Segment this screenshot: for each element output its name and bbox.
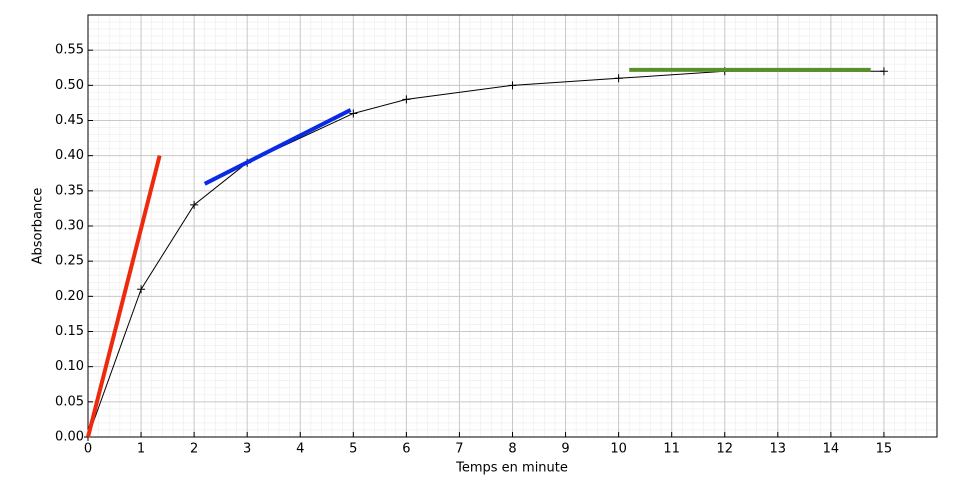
point-marker: [508, 81, 517, 90]
point-marker: [614, 74, 623, 83]
point-marker: [349, 109, 358, 118]
x-tick-label: 9: [561, 442, 569, 457]
x-tick-label: 7: [455, 442, 463, 457]
y-axis-label: Absorbance: [31, 188, 46, 265]
x-tick-label: 11: [663, 442, 680, 457]
y-tick-label: 0.20: [55, 289, 84, 304]
y-tick-label: 0.45: [55, 113, 84, 128]
x-tick-label: 15: [876, 442, 893, 457]
tangent-line: [86, 155, 162, 438]
x-tick-label: 1: [137, 442, 145, 457]
x-tick-label: 2: [190, 442, 198, 457]
x-tick-label: 13: [770, 442, 787, 457]
data-line: [87, 70, 884, 438]
x-tick-label: 8: [508, 442, 516, 457]
grid: [87, 14, 938, 438]
x-tick-label: 6: [402, 442, 410, 457]
x-tick-label: 12: [716, 442, 733, 457]
x-tick-label: 0: [84, 442, 92, 457]
x-tick-label: 5: [349, 442, 357, 457]
x-tick-label: 4: [296, 442, 304, 457]
y-tick-label: 0.55: [55, 43, 84, 58]
x-tick-label: 14: [823, 442, 840, 457]
y-tick-label: 0.10: [55, 359, 84, 374]
y-tick-label: 0.15: [55, 324, 84, 339]
y-tick-label: 0.25: [55, 254, 84, 269]
y-tick-label: 0.50: [55, 78, 84, 93]
y-tick-label: 0.05: [55, 394, 84, 409]
point-marker: [190, 200, 199, 209]
y-tick-label: 0.00: [55, 430, 84, 445]
x-tick-label: 10: [610, 442, 627, 457]
y-tick-label: 0.30: [55, 219, 84, 234]
y-tick-label: 0.35: [55, 183, 84, 198]
tangent-line: [203, 108, 352, 186]
point-marker: [402, 95, 411, 104]
point-marker: [879, 67, 888, 76]
y-tick-label: 0.40: [55, 148, 84, 163]
point-marker: [137, 285, 146, 294]
x-axis-label: Temps en minute: [455, 461, 568, 476]
x-tick-label: 3: [243, 442, 251, 457]
